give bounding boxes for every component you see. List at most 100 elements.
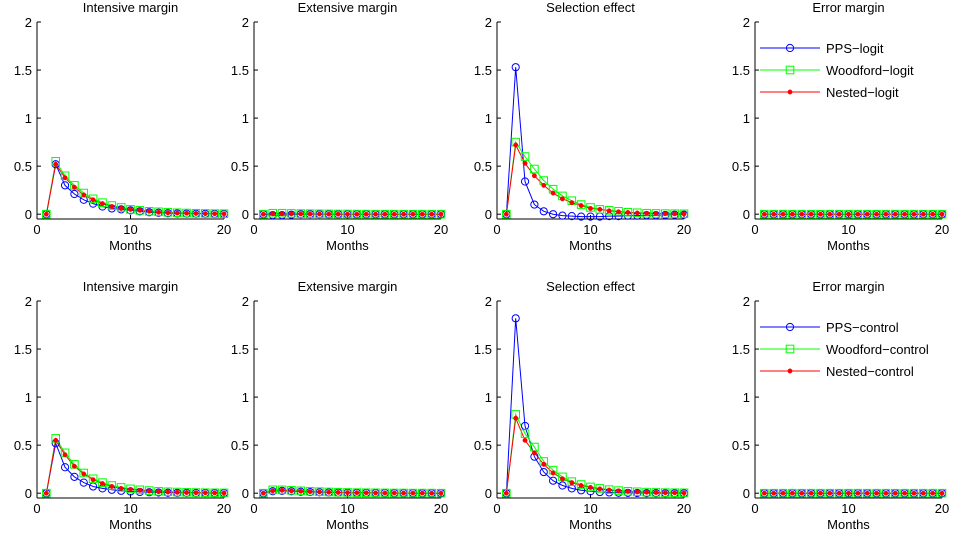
data-point-series-3 <box>939 211 945 217</box>
data-point-series-2 <box>928 488 937 498</box>
data-point-series-2 <box>163 487 173 497</box>
legend-label: PPS−logit <box>826 41 884 56</box>
data-point-series-3 <box>128 206 133 212</box>
data-point-series-1 <box>586 212 595 221</box>
data-point-series-2 <box>919 209 928 219</box>
data-point-series-3 <box>644 489 650 495</box>
subplot-title: Selection effect <box>546 0 635 15</box>
data-point-series-3 <box>174 489 180 495</box>
data-point-series-3 <box>279 211 285 217</box>
data-point-series-2 <box>937 209 947 219</box>
y-tick-label: 1.5 <box>732 342 750 357</box>
data-point-series-3 <box>221 211 227 217</box>
data-point-series-3 <box>780 490 786 496</box>
data-point-series-2 <box>632 487 642 497</box>
data-point-series-3 <box>363 490 369 496</box>
data-point-series-2 <box>259 488 268 498</box>
data-point-series-3 <box>560 196 565 202</box>
data-point-series-2 <box>418 488 427 498</box>
data-point-series-3 <box>81 192 87 198</box>
y-tick-label: 1 <box>743 111 750 126</box>
data-point-series-1 <box>60 181 70 190</box>
data-point-series-3 <box>625 489 631 494</box>
data-point-series-1 <box>577 212 586 221</box>
data-point-series-2 <box>928 209 937 219</box>
data-point-series-2 <box>586 203 595 212</box>
data-point-series-3 <box>920 490 926 496</box>
data-point-series-2 <box>399 488 408 498</box>
data-point-series-3 <box>62 175 68 181</box>
data-point-series-1 <box>70 472 79 481</box>
data-point-series-2 <box>604 206 614 215</box>
x-tick-label: 0 <box>33 222 40 237</box>
data-point-series-2 <box>890 488 900 498</box>
data-point-series-2 <box>576 200 586 209</box>
data-point-series-3 <box>569 200 575 206</box>
data-point-series-2 <box>182 488 191 497</box>
data-point-series-2 <box>182 208 191 218</box>
x-axis-label: Months <box>326 238 369 253</box>
x-axis-label: Months <box>109 517 152 532</box>
data-point-series-3 <box>202 490 208 496</box>
data-point-series-3 <box>883 490 889 496</box>
data-point-series-3 <box>221 490 227 496</box>
data-point-series-2 <box>399 209 408 219</box>
data-point-series-2 <box>172 208 182 218</box>
data-point-series-2 <box>502 209 511 219</box>
data-point-series-3 <box>634 210 640 216</box>
data-point-series-3 <box>270 488 276 494</box>
data-point-series-2 <box>324 209 334 219</box>
data-point-series-3 <box>193 490 199 496</box>
data-point-series-2 <box>806 209 816 219</box>
data-point-series-3 <box>429 490 435 496</box>
data-point-series-3 <box>212 211 218 217</box>
data-point-series-2 <box>642 208 651 218</box>
y-tick-label: 2 <box>25 15 32 30</box>
y-tick-label: 0.5 <box>474 159 492 174</box>
data-point-series-2 <box>788 209 797 219</box>
data-point-series-2 <box>315 209 324 219</box>
x-tick-label: 0 <box>751 222 758 237</box>
data-point-series-1 <box>530 200 539 209</box>
data-point-series-3 <box>616 488 621 494</box>
data-point-series-2 <box>760 209 769 219</box>
data-point-series-2 <box>520 429 530 438</box>
data-point-series-2 <box>844 488 853 498</box>
data-point-series-2 <box>900 209 909 219</box>
data-point-series-3 <box>165 210 171 216</box>
x-tick-label: 0 <box>250 501 257 516</box>
y-tick-label: 0.5 <box>14 438 32 453</box>
data-point-series-3 <box>846 211 851 217</box>
data-point-series-3 <box>212 490 218 496</box>
y-tick-label: 0.5 <box>732 438 750 453</box>
y-tick-label: 2 <box>485 294 492 309</box>
data-point-series-2 <box>371 209 380 219</box>
x-tick-label: 0 <box>493 501 500 516</box>
data-point-series-3 <box>892 211 898 217</box>
data-point-series-2 <box>853 488 863 498</box>
data-point-series-2 <box>126 484 135 494</box>
y-tick-label: 0.5 <box>732 159 750 174</box>
data-point-series-3 <box>298 488 304 494</box>
data-point-series-2 <box>259 209 268 219</box>
data-point-series-2 <box>219 209 229 219</box>
data-point-series-1 <box>70 189 79 199</box>
data-point-series-3 <box>531 173 537 179</box>
data-point-series-3 <box>513 415 519 421</box>
data-point-series-3 <box>503 211 509 217</box>
y-tick-label: 1 <box>743 390 750 405</box>
data-point-series-2 <box>661 488 670 497</box>
y-tick-label: 1 <box>25 390 32 405</box>
data-point-series-2 <box>408 488 418 498</box>
data-point-series-2 <box>769 209 779 219</box>
data-point-series-2 <box>844 209 853 219</box>
data-point-series-2 <box>825 488 835 498</box>
legend-marker <box>785 344 795 354</box>
data-point-series-3 <box>184 490 190 495</box>
data-point-series-2 <box>219 488 229 498</box>
data-point-series-3 <box>597 206 603 212</box>
data-point-series-3 <box>401 211 407 217</box>
data-point-series-2 <box>862 209 872 219</box>
series-line-3 <box>505 143 685 215</box>
x-axis-label: Months <box>109 238 152 253</box>
